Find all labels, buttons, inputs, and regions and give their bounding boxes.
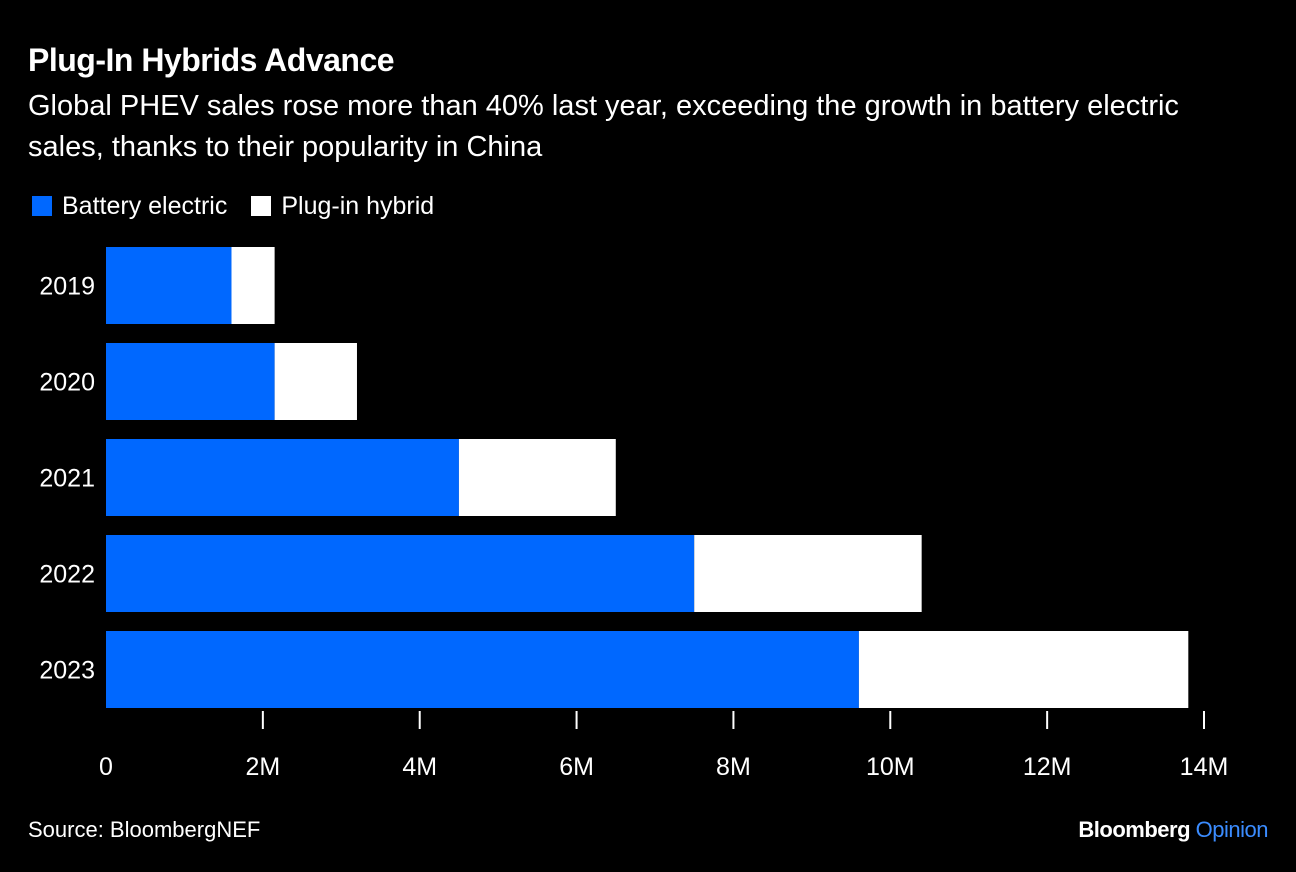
y-tick-label-2021: 2021: [39, 465, 95, 493]
bar-2022-battery-electric: [106, 535, 695, 612]
x-tick-label-4M: 4M: [402, 753, 437, 781]
legend-swatch-plug-in-hybrid: [251, 196, 272, 216]
chart-title: Plug-In Hybrids Advance: [28, 42, 395, 78]
y-tick-label-2019: 2019: [39, 273, 95, 301]
legend-label-plug-in-hybrid: Plug-in hybrid: [281, 192, 435, 220]
bloomberg-opinion-logo: Bloomberg Opinion: [1078, 814, 1268, 846]
x-tick-label-0: 0: [99, 753, 113, 781]
bar-2020-plug-in-hybrid: [274, 343, 357, 420]
x-tick-label-10M: 10M: [866, 753, 915, 781]
x-tick-label-2M: 2M: [245, 753, 280, 781]
bar-2022-plug-in-hybrid: [694, 535, 922, 612]
legend-swatch-battery-electric: [32, 196, 52, 216]
legend-item-battery-electric: Battery electric: [32, 190, 227, 222]
bar-2023-plug-in-hybrid: [858, 631, 1189, 708]
bar-2020-battery-electric: [106, 343, 275, 420]
bar-2023-battery-electric: [106, 631, 859, 708]
x-tick-label-12M: 12M: [1023, 753, 1072, 781]
legend-label-battery-electric: Battery electric: [62, 192, 228, 220]
x-tick-label-6M: 6M: [559, 753, 594, 781]
bar-2021-plug-in-hybrid: [458, 439, 616, 516]
y-tick-label-2023: 2023: [39, 657, 95, 685]
chart-subtitle: Global PHEV sales rose more than 40% las…: [28, 90, 1179, 163]
x-tick-label-8M: 8M: [716, 753, 751, 781]
x-tick-label-14M: 14M: [1180, 753, 1229, 781]
bar-2019-battery-electric: [106, 247, 232, 324]
bar-2021-battery-electric: [106, 439, 459, 516]
y-tick-label-2020: 2020: [39, 369, 95, 397]
source-note: Source: BloombergNEF: [28, 817, 261, 842]
legend: Battery electric Plug-in hybrid: [32, 190, 458, 222]
brand-section: Opinion: [1195, 817, 1269, 842]
y-tick-label-2022: 2022: [39, 561, 95, 589]
brand-name: Bloomberg: [1078, 817, 1191, 842]
bar-2019-plug-in-hybrid: [231, 247, 275, 324]
legend-item-plug-in-hybrid: Plug-in hybrid: [251, 190, 434, 222]
